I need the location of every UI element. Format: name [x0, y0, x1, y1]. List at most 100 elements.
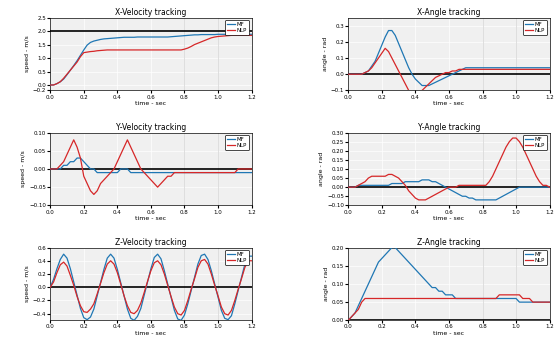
MF	[469, 296, 476, 301]
MF	[248, 32, 255, 36]
MF	[422, 83, 429, 88]
NLP	[154, 259, 161, 263]
MF	[215, 32, 222, 36]
NLP	[117, 48, 124, 52]
X-axis label: time - sec: time - sec	[136, 101, 166, 106]
NLP	[392, 174, 398, 178]
NLP	[248, 167, 255, 171]
Legend: MF, NLP: MF, NLP	[225, 20, 249, 35]
NLP	[453, 296, 459, 301]
MF	[456, 296, 463, 301]
Title: Y-Velocity tracking: Y-Velocity tracking	[116, 123, 186, 132]
Y-axis label: angle - rad: angle - rad	[319, 152, 324, 186]
MF	[87, 40, 94, 44]
NLP	[168, 48, 175, 52]
MF	[526, 185, 533, 189]
MF	[175, 170, 181, 175]
NLP	[248, 33, 255, 38]
Line: MF: MF	[348, 247, 550, 320]
MF	[473, 198, 479, 202]
NLP	[47, 83, 54, 87]
MF	[94, 170, 100, 175]
Title: Y-Angle tracking: Y-Angle tracking	[418, 123, 480, 132]
Line: MF: MF	[348, 180, 550, 200]
MF	[168, 34, 175, 39]
NLP	[523, 296, 530, 301]
MF	[161, 170, 168, 175]
Y-axis label: speed - m/s: speed - m/s	[25, 265, 30, 302]
NLP	[178, 313, 185, 317]
Line: NLP: NLP	[50, 36, 252, 85]
MF	[154, 35, 161, 39]
MF	[385, 183, 392, 188]
NLP	[546, 67, 553, 71]
NLP	[87, 49, 94, 54]
X-axis label: time - sec: time - sec	[434, 216, 464, 221]
MF	[131, 318, 137, 322]
Title: Z-Angle tracking: Z-Angle tracking	[417, 238, 481, 247]
NLP	[161, 178, 168, 182]
MF	[90, 307, 97, 311]
MF	[418, 178, 425, 182]
MF	[228, 314, 235, 318]
MF	[546, 65, 553, 70]
NLP	[469, 183, 476, 188]
MF	[388, 29, 395, 33]
Title: X-Velocity tracking: X-Velocity tracking	[115, 8, 186, 17]
X-axis label: time - sec: time - sec	[136, 331, 166, 336]
MF	[385, 29, 392, 33]
MF	[248, 170, 255, 175]
Line: NLP: NLP	[50, 259, 252, 315]
MF	[248, 254, 255, 258]
Title: Z-Velocity tracking: Z-Velocity tracking	[115, 238, 187, 247]
MF	[124, 167, 131, 171]
MF	[418, 275, 425, 279]
Title: X-Angle tracking: X-Angle tracking	[417, 8, 480, 17]
MF	[100, 170, 107, 175]
MF	[345, 72, 352, 76]
NLP	[509, 136, 516, 140]
Line: NLP: NLP	[50, 140, 252, 194]
NLP	[418, 198, 425, 202]
MF	[47, 285, 54, 289]
MF	[469, 196, 476, 200]
NLP	[526, 67, 533, 71]
MF	[546, 300, 553, 304]
MF	[456, 192, 463, 196]
NLP	[87, 307, 94, 311]
MF	[546, 185, 553, 189]
NLP	[392, 296, 398, 301]
NLP	[90, 192, 97, 196]
Line: MF: MF	[50, 254, 252, 320]
Y-axis label: angle - rad: angle - rad	[323, 37, 328, 71]
NLP	[168, 294, 175, 298]
NLP	[47, 167, 54, 171]
NLP	[459, 67, 466, 71]
MF	[526, 65, 533, 70]
NLP	[222, 34, 228, 38]
NLP	[345, 185, 352, 189]
Legend: MF, NLP: MF, NLP	[225, 250, 249, 265]
MF	[523, 300, 530, 304]
NLP	[415, 296, 422, 301]
MF	[121, 294, 127, 298]
NLP	[228, 170, 235, 175]
Line: NLP: NLP	[348, 138, 550, 200]
Line: MF: MF	[50, 158, 252, 172]
NLP	[466, 296, 473, 301]
MF	[90, 167, 97, 171]
MF	[175, 317, 181, 321]
X-axis label: time - sec: time - sec	[434, 101, 464, 106]
NLP	[385, 296, 392, 301]
NLP	[456, 183, 463, 188]
MF	[60, 252, 67, 256]
Line: MF: MF	[50, 34, 252, 85]
MF	[395, 249, 402, 253]
NLP	[94, 189, 100, 193]
NLP	[201, 257, 208, 262]
NLP	[395, 69, 402, 73]
NLP	[473, 67, 479, 71]
NLP	[70, 138, 77, 142]
MF	[345, 318, 352, 322]
Legend: MF, NLP: MF, NLP	[523, 20, 547, 35]
